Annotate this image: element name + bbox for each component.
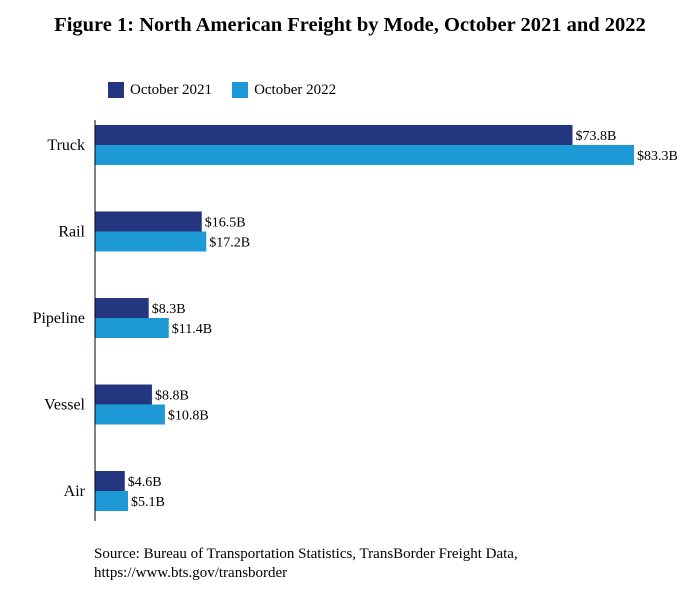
bar-truck-2022 [95, 145, 634, 165]
data-label-vessel-2021: $8.8B [155, 389, 189, 404]
legend-swatch-2021 [108, 82, 124, 98]
data-label-pipeline-2021: $8.3B [152, 302, 186, 317]
bar-pipeline-2022 [95, 318, 169, 338]
source-line-1: Source: Bureau of Transportation Statist… [94, 546, 518, 562]
data-label-rail-2022: $17.2B [209, 236, 250, 251]
source-note: Source: Bureau of Transportation Statist… [94, 545, 518, 583]
chart-title: Figure 1: North American Freight by Mode… [54, 14, 646, 36]
bar-rail-2021 [95, 211, 202, 232]
bar-air-2021 [95, 471, 125, 491]
source-line-2: https://www.bts.gov/transborder [94, 565, 288, 581]
data-label-truck-2022: $83.3B [637, 149, 678, 164]
category-label-truck: Truck [47, 137, 85, 154]
bar-vessel-2021 [95, 384, 152, 405]
category-label-air: Air [64, 483, 86, 500]
legend-item-2021: October 2021 [108, 82, 212, 99]
legend-swatch-2022 [232, 82, 249, 98]
category-label-vessel: Vessel [44, 397, 85, 414]
bar-air-2022 [95, 491, 128, 511]
bar-truck-2021 [95, 125, 573, 145]
category-label-pipeline: Pipeline [33, 310, 85, 327]
data-label-vessel-2022: $10.8B [168, 409, 209, 424]
legend-item-2022: October 2022 [232, 82, 336, 99]
legend: October 2021 October 2022 [108, 80, 356, 100]
data-label-truck-2021: $73.8B [576, 129, 617, 144]
legend-label-2022: October 2022 [254, 81, 337, 98]
bar-pipeline-2021 [95, 298, 149, 318]
category-label-rail: Rail [58, 224, 85, 241]
data-label-air-2021: $4.6B [128, 475, 162, 490]
bar-rail-2022 [95, 231, 207, 252]
data-label-rail-2021: $16.5B [205, 216, 246, 231]
bar-vessel-2022 [95, 404, 165, 425]
data-label-air-2022: $5.1B [131, 495, 165, 510]
data-label-pipeline-2022: $11.4B [172, 322, 212, 337]
legend-label-2021: October 2021 [130, 81, 213, 98]
